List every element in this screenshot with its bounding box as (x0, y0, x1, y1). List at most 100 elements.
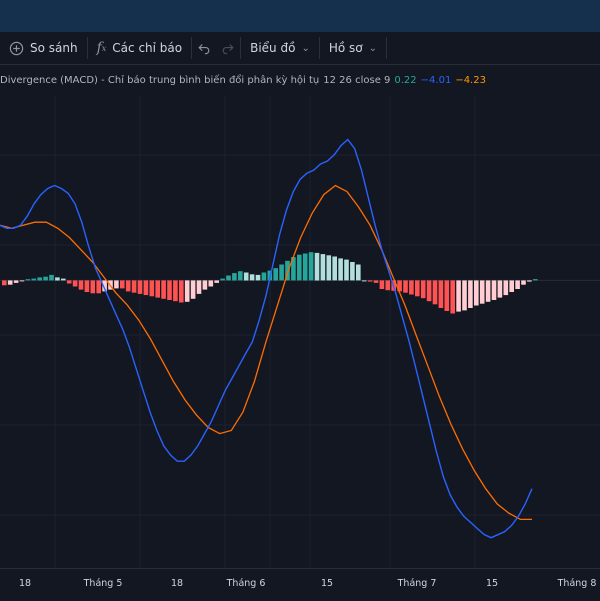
histogram-bar (468, 280, 473, 308)
histogram-bar (373, 280, 379, 283)
x-tick-label: 18 (170, 578, 184, 589)
macd-value: −4.01 (420, 74, 452, 86)
histogram-bar (184, 280, 190, 302)
histogram-bar (485, 280, 491, 302)
histogram-bar (426, 280, 432, 302)
histogram-bar (226, 275, 231, 281)
histogram-bar (326, 255, 332, 281)
histogram-bar (255, 274, 261, 281)
histogram-bar (285, 260, 290, 281)
signal-line (0, 184, 532, 521)
histogram-bar (279, 264, 284, 281)
histogram-bar (137, 280, 143, 294)
chevron-down-icon: ⌄ (301, 42, 310, 54)
histogram-bar (302, 253, 308, 281)
histogram-bar (438, 280, 444, 308)
histogram-bar (190, 280, 196, 299)
histogram-bar (397, 280, 402, 292)
signal-value: −4.23 (455, 74, 486, 86)
histogram-bar (338, 258, 343, 281)
histogram-bar (49, 274, 54, 281)
histogram-bar (350, 262, 355, 281)
indicator-legend[interactable]: Divergence (MACD) - Chỉ báo trung bình b… (0, 71, 486, 89)
histogram-bar (243, 272, 249, 281)
histogram-bar (78, 280, 84, 290)
time-axis[interactable]: 18 Tháng 5 18 Tháng 6 15 Tháng 7 15 Thán… (0, 568, 600, 601)
histogram-bar (308, 252, 314, 281)
toolbar-divider (86, 37, 88, 59)
histogram-bar (13, 280, 19, 283)
histogram-bar (456, 280, 461, 312)
histogram-bar (114, 280, 119, 289)
histogram-bar (527, 280, 532, 282)
histogram-bar (291, 257, 296, 281)
histogram-bar (220, 278, 225, 281)
histogram-bar (214, 280, 219, 283)
histogram-bar (202, 280, 208, 290)
histogram-bar (379, 280, 385, 289)
histogram-bar (37, 277, 42, 281)
histogram-bar (344, 259, 349, 281)
histogram-bar (7, 280, 13, 285)
histogram-bar (196, 280, 202, 294)
histogram-bar (238, 271, 243, 281)
x-tick-label: Tháng 6 (226, 578, 266, 589)
histogram-bar (462, 280, 467, 311)
histogram-bar (179, 280, 184, 303)
histogram-bar (25, 279, 31, 281)
histogram-bar (84, 280, 90, 292)
histogram-bar (385, 280, 391, 291)
histogram-bar (409, 280, 414, 295)
compare-button[interactable]: So sánh (0, 32, 87, 64)
redo-button[interactable] (216, 32, 240, 64)
undo-button[interactable] (192, 32, 216, 64)
histogram-value: 0.22 (394, 74, 417, 86)
histogram-bar (232, 273, 237, 281)
histogram-bar (509, 280, 514, 292)
undo-icon (197, 41, 211, 55)
histogram-bar (367, 280, 373, 282)
histogram-bar (167, 280, 172, 300)
histogram-bar (432, 280, 438, 305)
macd-chart[interactable] (0, 95, 600, 568)
histogram-bar (261, 272, 267, 281)
histogram-bar (479, 280, 485, 304)
histogram-bar (155, 280, 160, 298)
chart-menu-label: Biểu đồ (250, 41, 296, 55)
x-tick-label: 15 (485, 578, 499, 589)
histogram-bar (131, 280, 137, 293)
histogram-bar (515, 280, 520, 289)
chart-menu-button[interactable]: Biểu đồ ⌄ (241, 32, 319, 64)
histogram-bar (120, 280, 125, 289)
toolbar-divider (191, 37, 193, 59)
indicator-params: 12 26 close 9 (323, 74, 391, 86)
add-circle-icon (9, 41, 24, 56)
profile-menu-button[interactable]: Hồ sơ ⌄ (320, 32, 386, 64)
chart-grid (0, 95, 600, 568)
histogram-bar (102, 280, 107, 292)
profile-menu-label: Hồ sơ (328, 41, 363, 55)
histogram-bar (90, 280, 96, 294)
toolbar-divider (318, 37, 320, 59)
histogram-bar (208, 280, 214, 287)
compare-label: So sánh (30, 41, 78, 55)
histogram-bar (332, 256, 337, 281)
histogram-bar (297, 254, 302, 281)
histogram-bar (444, 280, 450, 311)
histogram-bar (450, 280, 455, 314)
histogram-bar (403, 280, 408, 293)
histogram-bar (19, 280, 25, 282)
chevron-down-icon: ⌄ (368, 42, 377, 54)
toolbar-divider (386, 37, 387, 59)
window-header-bar (0, 0, 600, 33)
histogram-bar (273, 268, 278, 281)
histogram-bar (161, 280, 166, 299)
histogram-bar (173, 280, 178, 302)
histogram-bar (503, 280, 509, 296)
macd-line (0, 138, 533, 539)
histogram-bar (143, 280, 149, 296)
histogram-bar (491, 280, 497, 300)
